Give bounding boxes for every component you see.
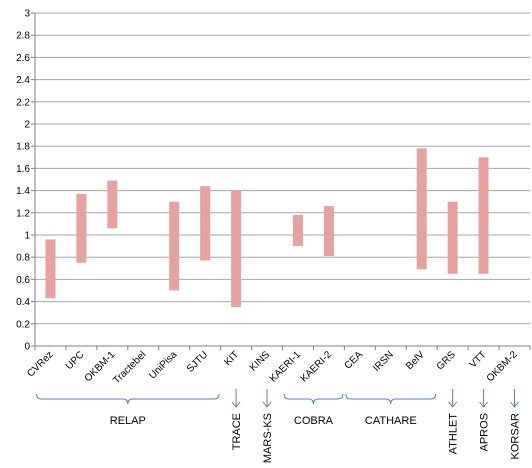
range-bar-upc <box>76 193 87 263</box>
midpoint-marker <box>235 234 238 236</box>
x-tick-label: Tractebel <box>111 349 148 386</box>
y-tick-label: 1.6 <box>16 164 30 175</box>
range-bar-unipisa <box>169 201 180 291</box>
midpoint-marker <box>49 272 52 275</box>
y-tick-label: 3 <box>24 9 30 20</box>
midpoint-marker <box>482 211 485 214</box>
x-tick-label: OKBM-2 <box>485 349 520 384</box>
group-arrowhead <box>262 401 272 408</box>
x-tick-label: BelV <box>404 349 427 372</box>
midpoint-marker <box>80 231 83 234</box>
group-label: RELAP <box>110 415 146 427</box>
group-brace <box>36 393 220 405</box>
midpoint-marker <box>420 218 423 221</box>
group-annotations: RELAP TRACE MARS-KS COBRA CATHARE ATHLET APROS… <box>36 389 522 463</box>
range-bar-vtt <box>478 157 489 274</box>
x-tick-label: KAERI-1 <box>268 349 304 385</box>
x-tick-label: KIT <box>222 349 241 368</box>
y-tick-label: 2.2 <box>16 97 30 108</box>
y-tick-label: 0 <box>24 342 30 353</box>
group-arrowhead <box>479 401 488 408</box>
range-bar-kaeri-2 <box>323 206 334 257</box>
y-tick-label: 0.2 <box>16 319 30 330</box>
x-tick-label: CEA <box>343 349 366 372</box>
range-bar-sjtu <box>200 186 211 261</box>
x-tick-label: SJTU <box>185 349 210 374</box>
y-tick-label: 2 <box>24 120 30 131</box>
midpoint-marker <box>173 234 176 236</box>
midpoint-marker <box>296 229 299 232</box>
axes <box>31 12 531 350</box>
group-label: COBRA <box>294 415 334 427</box>
gridlines <box>35 12 530 325</box>
group-brace <box>345 393 437 405</box>
group-label: KORSAR <box>510 413 522 460</box>
x-tick-label: GRS <box>435 349 458 372</box>
y-tick-label: 1 <box>24 231 30 242</box>
y-tick-label: 2.8 <box>16 31 30 42</box>
x-tick-label: UniPisa <box>147 349 179 381</box>
y-tick-label: 1.4 <box>16 186 30 197</box>
midpoint-marker <box>204 231 207 234</box>
y-tick-label: 0.6 <box>16 275 30 286</box>
x-tick-label: IRSN <box>371 349 396 374</box>
y-tick-label: 0.4 <box>16 297 30 308</box>
group-label: CATHARE <box>365 415 417 427</box>
y-tick-label: 0.8 <box>16 253 30 264</box>
midpoint-marker <box>327 231 330 234</box>
midpoint-marker <box>111 202 114 205</box>
group-arrowhead <box>231 401 241 408</box>
x-tick-label: UPC <box>64 349 87 372</box>
range-bar-cvrez <box>45 239 56 299</box>
midpoint-marker <box>451 234 454 236</box>
range-bar-kit <box>231 190 242 308</box>
group-brace <box>283 393 344 405</box>
x-tick-label: VTT <box>468 349 489 370</box>
x-tick-label: CVRez <box>25 349 55 379</box>
y-tick-label: 2.6 <box>16 53 30 64</box>
group-arrowhead <box>448 401 458 408</box>
x-tick-label: KINS <box>248 349 273 374</box>
group-arrowhead <box>510 401 519 408</box>
range-bars <box>45 148 489 308</box>
group-label: APROS <box>479 413 491 452</box>
range-bar-belv <box>416 148 427 270</box>
y-tick-label: 1.2 <box>16 208 30 219</box>
range-bar-grs <box>447 201 458 274</box>
group-label: ATHLET <box>448 413 460 455</box>
x-tick-label: KAERI-2 <box>299 349 335 385</box>
group-label: TRACE <box>231 413 243 450</box>
group-label: MARS-KS <box>262 413 274 463</box>
y-tick-labels: 0 0.2 0.4 0.6 0.8 1 1.2 1.4 1.6 1.8 2 2.2 2.4 2.6 2.8 3 <box>16 9 30 353</box>
y-tick-label: 1.8 <box>16 142 30 153</box>
y-tick-label: 2.4 <box>16 75 30 86</box>
